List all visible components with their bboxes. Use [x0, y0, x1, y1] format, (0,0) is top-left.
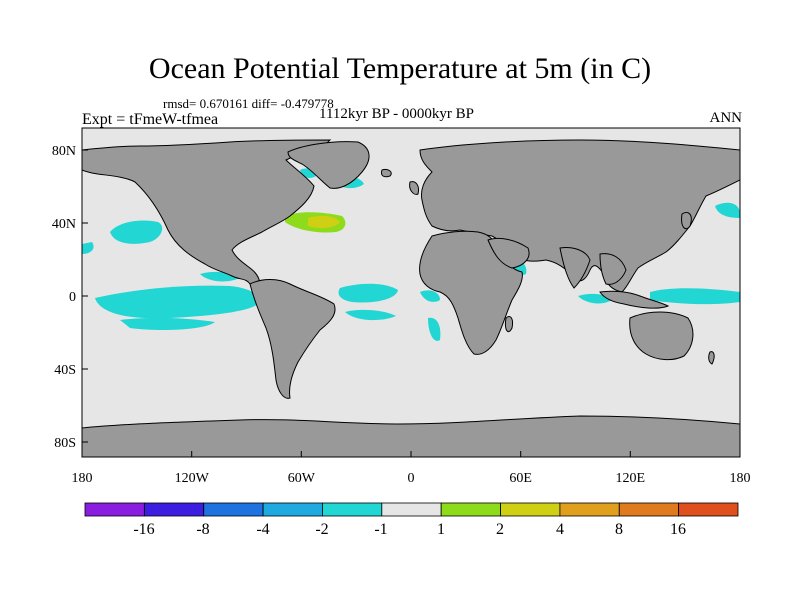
land-layer: [82, 139, 740, 457]
land-british-isles: [409, 181, 419, 195]
anomaly-angola: [428, 317, 441, 341]
time-period: 1112kyr BP - 0000kyr BP: [319, 106, 475, 122]
colorbar-label: -16: [133, 521, 154, 538]
y-tick-label: 40S: [54, 363, 76, 378]
land-new-zealand: [708, 351, 715, 365]
experiment-label: Expt = tFmeW-tfmea: [82, 111, 219, 128]
axis-ticks: [81, 149, 741, 457]
land-north-america: [82, 139, 332, 289]
colorbar-swatch: [143, 502, 205, 517]
anomaly-east-pacific-equatorial: [95, 285, 259, 319]
colorbar-swatch: [203, 502, 264, 517]
colorbar-label: 16: [670, 521, 686, 538]
land-australia: [629, 311, 694, 361]
land-iceland: [381, 169, 392, 178]
anomaly-west-pacific-tropical: [650, 288, 740, 305]
y-tick-label: 80N: [52, 144, 76, 159]
stats-line: rmsd= 0.670161 diff= -0.479778: [163, 96, 334, 111]
chart-title: Ocean Potential Temperature at 5m (in C): [148, 52, 652, 85]
anomaly-east-pacific-south: [120, 317, 215, 330]
colorbar-label: -1: [374, 521, 387, 538]
anomaly-gulf-guinea: [420, 290, 440, 302]
colorbar-label: -8: [196, 521, 209, 538]
colorbar-labels: -16 -8 -4 -2 -1 1 2 4 8 16: [133, 521, 686, 538]
colorbar-swatch: [322, 502, 383, 517]
y-tick-label: 0: [69, 290, 76, 305]
season-label: ANN: [709, 110, 743, 126]
anomaly-tropical-atlantic: [338, 283, 398, 303]
anomaly-north-pacific-west: [82, 242, 94, 254]
x-tick-label: 0: [408, 471, 415, 486]
x-tick-label: 180: [730, 471, 751, 486]
anomaly-south-atlantic: [345, 309, 396, 321]
colorbar-label: 1: [437, 521, 445, 538]
anomaly-gulf-stream-core: [308, 215, 340, 229]
colorbar-label: 2: [496, 521, 504, 538]
colorbar-label: -4: [256, 521, 269, 538]
land-south-america: [249, 279, 336, 399]
land-southeast-asia: [599, 253, 627, 285]
anomaly-nw-pacific-east: [715, 202, 740, 218]
colorbar-swatch: [262, 502, 323, 517]
land-arabia: [487, 237, 530, 269]
colorbar-label: 4: [556, 521, 564, 538]
land-antarctica: [82, 415, 740, 457]
colorbar: [84, 502, 739, 517]
x-tick-label: 60E: [509, 471, 532, 486]
colorbar-swatch: [84, 502, 145, 517]
y-tick-label: 40N: [52, 217, 76, 232]
y-tick-label: 80S: [54, 436, 76, 451]
colorbar-swatch: [678, 502, 739, 517]
land-greenland: [287, 141, 370, 189]
x-tick-label: 120E: [616, 471, 646, 486]
x-tick-label: 60W: [288, 471, 316, 486]
land-indonesia: [599, 290, 670, 309]
colorbar-swatch: [500, 502, 561, 517]
anomaly-ne-pacific: [110, 220, 163, 244]
x-tick-label: 120W: [175, 471, 210, 486]
land-madagascar: [505, 315, 513, 333]
land-india: [559, 247, 591, 289]
colorbar-swatch: [381, 502, 442, 517]
colorbar-swatch: [440, 502, 501, 517]
y-tick-labels: 80N 40N 0 40S 80S: [52, 144, 76, 451]
colorbar-swatch: [559, 502, 620, 517]
colorbar-swatch: [618, 502, 680, 517]
x-tick-labels: 180 120W 60W 0 60E 120E 180: [72, 471, 751, 486]
land-japan: [681, 212, 692, 230]
colorbar-label: 8: [615, 521, 623, 538]
x-tick-label: 180: [72, 471, 93, 486]
colorbar-label: -2: [315, 521, 328, 538]
